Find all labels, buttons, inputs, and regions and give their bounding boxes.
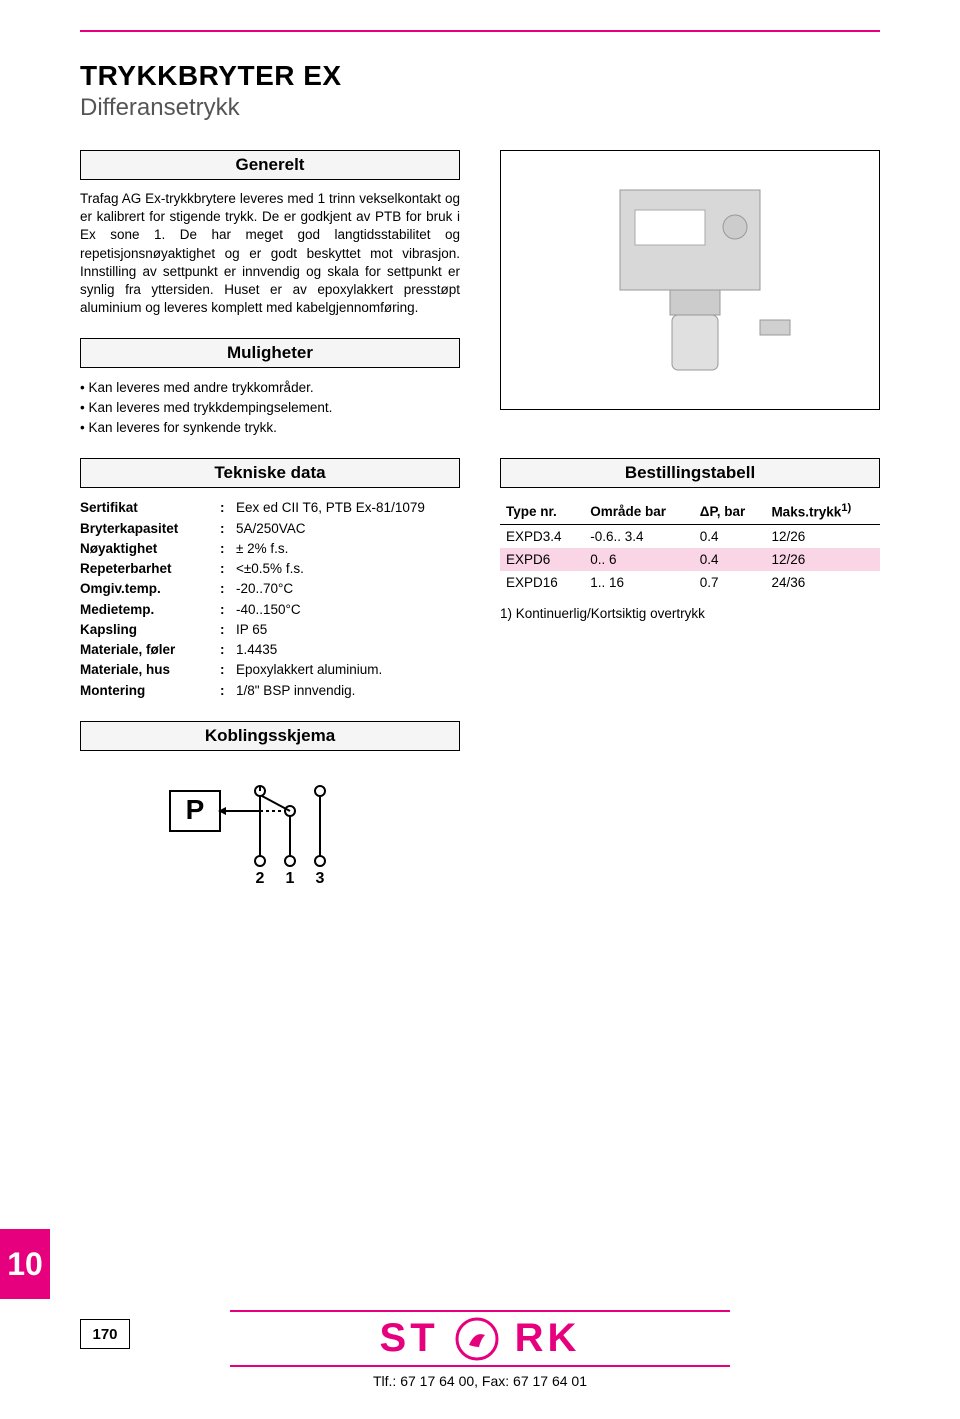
spec-row: Bryterkapasitet : 5A/250VAC	[80, 519, 460, 539]
order-cell: 12/26	[765, 524, 880, 548]
lower-two-col: Tekniske data Sertifikat : Eex ed CII T6…	[80, 458, 880, 891]
order-table-header-row: Type nr. Område bar ΔP, bar Maks.trykk1)	[500, 498, 880, 524]
spec-label: Kapsling	[80, 620, 220, 640]
schematic-wrap: P	[80, 761, 460, 891]
order-cell: EXPD16	[500, 571, 584, 594]
section-header-tekniske: Tekniske data	[80, 458, 460, 488]
spec-label: Materiale, føler	[80, 640, 220, 660]
spec-colon: :	[220, 559, 236, 579]
order-cell: 0.4	[694, 548, 766, 571]
section-header-bestilling: Bestillingstabell	[500, 458, 880, 488]
muligheter-item: Kan leveres med trykkdempingselement.	[80, 398, 460, 418]
order-footnote: 1) Kontinuerlig/Kortsiktig overtrykk	[500, 606, 880, 621]
order-th: Område bar	[584, 498, 694, 524]
product-image-placeholder	[560, 170, 820, 390]
spec-label: Omgiv.temp.	[80, 579, 220, 599]
top-rule	[80, 30, 880, 32]
section-header-koblings: Koblingsskjema	[80, 721, 460, 751]
logo-text-left: ST	[380, 1316, 439, 1361]
page-content: TRYKKBRYTER EX Differansetrykk Generelt …	[0, 0, 960, 891]
spec-label: Nøyaktighet	[80, 539, 220, 559]
spec-label: Sertifikat	[80, 498, 220, 518]
muligheter-list: Kan leveres med andre trykkområder. Kan …	[80, 378, 460, 439]
spec-value: Eex ed CII T6, PTB Ex-81/1079	[236, 498, 460, 518]
schematic-terminal-2: 2	[256, 870, 265, 887]
section-header-muligheter: Muligheter	[80, 338, 460, 368]
order-cell: -0.6.. 3.4	[584, 524, 694, 548]
generelt-text: Trafag AG Ex-trykkbrytere leveres med 1 …	[80, 190, 460, 318]
order-cell: 0.. 6	[584, 548, 694, 571]
spec-colon: :	[220, 640, 236, 660]
spec-label: Materiale, hus	[80, 660, 220, 680]
spec-row: Materiale, hus : Epoxylakkert aluminium.	[80, 660, 460, 680]
order-cell: 0.4	[694, 524, 766, 548]
order-cell: 24/36	[765, 571, 880, 594]
spec-row: Montering : 1/8" BSP innvendig.	[80, 681, 460, 701]
order-table: Type nr. Område bar ΔP, bar Maks.trykk1)…	[500, 498, 880, 594]
order-row: EXPD16 1.. 16 0.7 24/36	[500, 571, 880, 594]
spec-value: <±0.5% f.s.	[236, 559, 460, 579]
spec-colon: :	[220, 681, 236, 701]
order-cell: EXPD3.4	[500, 524, 584, 548]
schematic-terminal-3: 3	[316, 870, 325, 887]
spec-colon: :	[220, 620, 236, 640]
muligheter-item: Kan leveres med andre trykkområder.	[80, 378, 460, 398]
page-title: TRYKKBRYTER EX	[80, 60, 880, 92]
footer: ST RK Tlf.: 67 17 64 00, Fax: 67 17 64 0…	[0, 1310, 960, 1389]
spec-label: Montering	[80, 681, 220, 701]
upper-right-col	[500, 150, 880, 458]
spec-label: Repeterbarhet	[80, 559, 220, 579]
lower-left-col: Tekniske data Sertifikat : Eex ed CII T6…	[80, 458, 460, 891]
logo-bird-icon	[455, 1317, 499, 1361]
spec-row: Sertifikat : Eex ed CII T6, PTB Ex-81/10…	[80, 498, 460, 518]
spec-row: Omgiv.temp. : -20..70°C	[80, 579, 460, 599]
order-row: EXPD3.4 -0.6.. 3.4 0.4 12/26	[500, 524, 880, 548]
spec-value: 5A/250VAC	[236, 519, 460, 539]
page-subtitle: Differansetrykk	[80, 94, 880, 122]
order-cell: 12/26	[765, 548, 880, 571]
spec-label: Medietemp.	[80, 600, 220, 620]
spec-value: -40..150°C	[236, 600, 460, 620]
spec-row: Nøyaktighet : ± 2% f.s.	[80, 539, 460, 559]
spec-value: -20..70°C	[236, 579, 460, 599]
order-th: Maks.trykk1)	[765, 498, 880, 524]
spec-value: IP 65	[236, 620, 460, 640]
spec-table: Sertifikat : Eex ed CII T6, PTB Ex-81/10…	[80, 498, 460, 701]
spec-row: Medietemp. : -40..150°C	[80, 600, 460, 620]
order-row-highlighted: EXPD6 0.. 6 0.4 12/26	[500, 548, 880, 571]
order-cell: 0.7	[694, 571, 766, 594]
product-image-box	[500, 150, 880, 410]
spec-colon: :	[220, 539, 236, 559]
spec-value: 1/8" BSP innvendig.	[236, 681, 460, 701]
logo-wrap: ST RK	[230, 1310, 730, 1367]
spec-colon: :	[220, 519, 236, 539]
footer-contact: Tlf.: 67 17 64 00, Fax: 67 17 64 01	[0, 1373, 960, 1389]
section-header-generelt: Generelt	[80, 150, 460, 180]
spec-value: 1.4435	[236, 640, 460, 660]
order-cell: 1.. 16	[584, 571, 694, 594]
order-th: Type nr.	[500, 498, 584, 524]
spec-colon: :	[220, 600, 236, 620]
order-th: ΔP, bar	[694, 498, 766, 524]
upper-left-col: Generelt Trafag AG Ex-trykkbrytere lever…	[80, 150, 460, 458]
schematic-terminal-1: 1	[286, 870, 295, 887]
schematic-diagram: P	[160, 761, 380, 891]
spec-row: Repeterbarhet : <±0.5% f.s.	[80, 559, 460, 579]
spec-colon: :	[220, 579, 236, 599]
spec-colon: :	[220, 498, 236, 518]
spec-row: Kapsling : IP 65	[80, 620, 460, 640]
muligheter-item: Kan leveres for synkende trykk.	[80, 418, 460, 438]
lower-right-col: Bestillingstabell Type nr. Område bar ΔP…	[500, 458, 880, 891]
schematic-p-label: P	[186, 794, 205, 825]
spec-value: ± 2% f.s.	[236, 539, 460, 559]
spec-colon: :	[220, 660, 236, 680]
spec-value: Epoxylakkert aluminium.	[236, 660, 460, 680]
spec-row: Materiale, føler : 1.4435	[80, 640, 460, 660]
order-cell: EXPD6	[500, 548, 584, 571]
logo-text-right: RK	[515, 1316, 581, 1361]
side-tab: 10	[0, 1229, 50, 1299]
spec-label: Bryterkapasitet	[80, 519, 220, 539]
upper-two-col: Generelt Trafag AG Ex-trykkbrytere lever…	[80, 150, 880, 458]
